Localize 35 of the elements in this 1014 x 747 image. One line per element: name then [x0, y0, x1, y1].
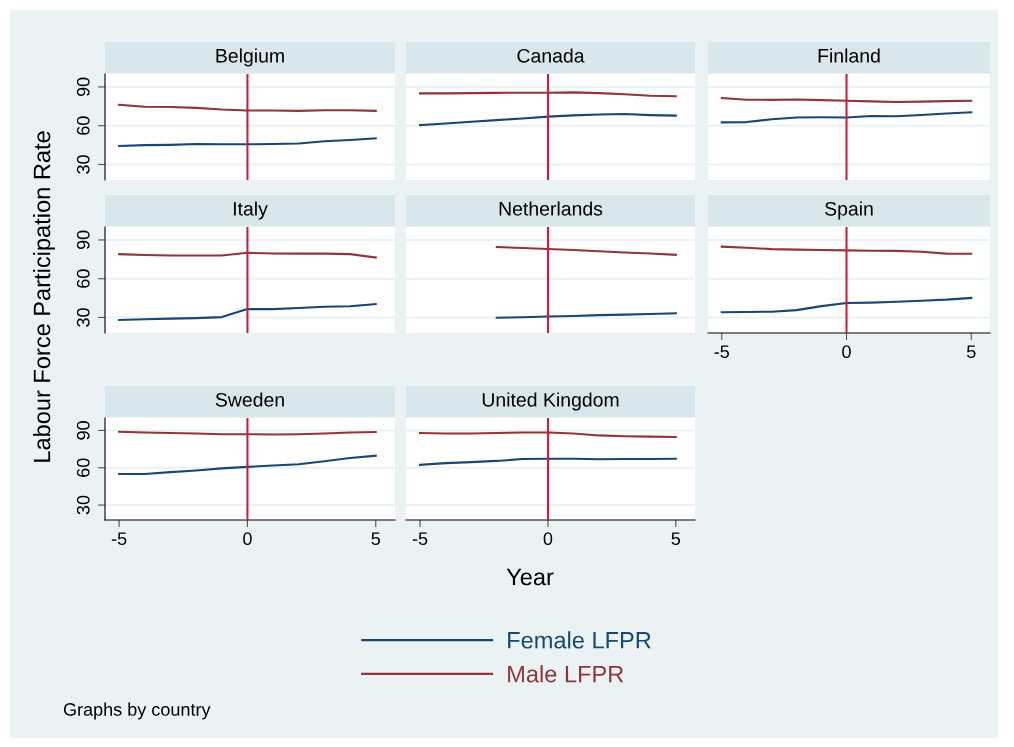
x-tick-label: 5 — [371, 532, 381, 546]
line-series — [118, 303, 377, 321]
y-tick-label: 30 — [76, 495, 90, 515]
y-axis-title: Labour Force Participation Rate — [33, 131, 56, 462]
chart-title: United Kingdom — [482, 392, 619, 411]
text: Female LFPR — [508, 631, 651, 649]
chart-title: Italy — [233, 201, 268, 220]
chart-title: Spain — [825, 201, 873, 220]
line-series — [118, 137, 377, 148]
x-tick-label: -5 — [412, 532, 428, 546]
line-series — [118, 454, 377, 476]
x-tick-label: -5 — [111, 532, 127, 546]
y-tick-label: 60 — [76, 116, 90, 135]
chart-title: Sweden — [215, 392, 284, 407]
x-tick-label: 5 — [671, 532, 681, 546]
chart-title: Finland — [818, 48, 880, 63]
text: Graphs by country — [63, 702, 211, 720]
y-tick-label: 60 — [76, 269, 90, 288]
line-series — [118, 103, 377, 112]
x-tick-label: 0 — [842, 345, 851, 359]
chart-title: Netherlands — [499, 201, 603, 216]
y-tick-label: 60 — [76, 458, 90, 477]
y-tick-label: 90 — [76, 230, 90, 250]
chart-title: Belgium — [216, 48, 284, 67]
x-tick-label: 5 — [966, 345, 976, 359]
y-tick-label: 90 — [76, 421, 90, 440]
x-tick-label: -5 — [714, 345, 729, 359]
x-tick-label: 0 — [543, 532, 553, 546]
chart-title: Canada — [517, 48, 585, 63]
y-tick-label: 30 — [76, 155, 90, 174]
x-axis-title: Year — [506, 568, 554, 586]
x-tick-label: 0 — [243, 532, 252, 546]
y-tick-label: 30 — [76, 308, 90, 327]
text: Male LFPR — [508, 665, 624, 683]
y-tick-label: 90 — [76, 77, 90, 97]
